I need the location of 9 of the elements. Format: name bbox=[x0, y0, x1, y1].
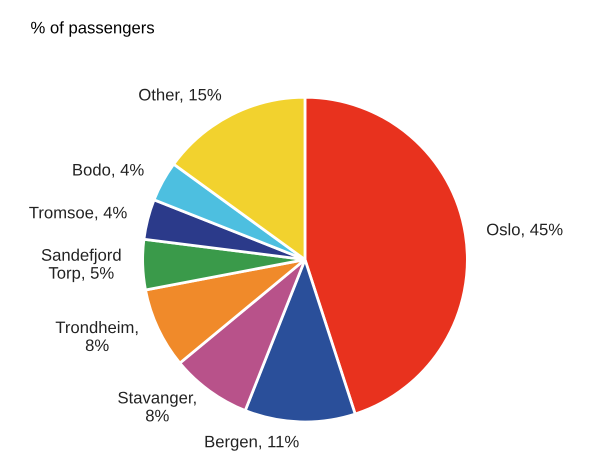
slice-label: Oslo, 45% bbox=[487, 223, 563, 238]
slice-label: Bergen, 11% bbox=[205, 436, 299, 451]
slice-label: Sandefjord Torp, 5% bbox=[42, 248, 121, 282]
slice-label: Tromsoe, 4% bbox=[29, 206, 127, 220]
slice-label: Stavanger, 8% bbox=[118, 392, 196, 422]
slice-label: Bodo, 4% bbox=[73, 163, 144, 178]
chart-subtitle: % of passengers bbox=[31, 21, 154, 37]
slice-label: Trondheim, 8% bbox=[56, 320, 138, 352]
slice-label: Other, 15% bbox=[139, 88, 222, 103]
